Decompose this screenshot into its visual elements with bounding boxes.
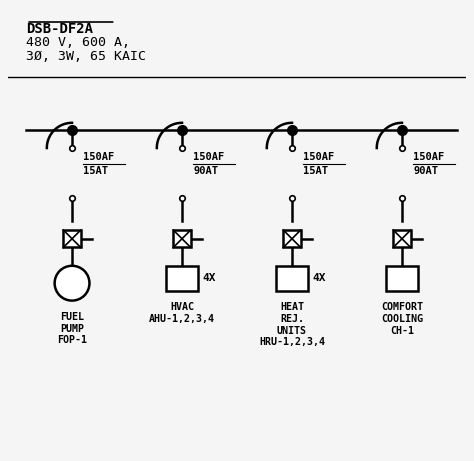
Bar [166, 266, 198, 291]
Bar [173, 230, 191, 248]
Bar [386, 266, 418, 291]
Text: 4X: 4X [313, 273, 326, 284]
Text: 150AF: 150AF [193, 152, 225, 162]
Text: DSB-DF2A: DSB-DF2A [26, 22, 93, 36]
Text: COMFORT
COOLING
CH-1: COMFORT COOLING CH-1 [381, 302, 423, 336]
Text: 2: 2 [68, 277, 76, 290]
Circle shape [55, 266, 90, 301]
Text: 90AT: 90AT [193, 166, 219, 177]
Text: HEAT
REJ.
UNITS
HRU-1,2,3,4: HEAT REJ. UNITS HRU-1,2,3,4 [259, 302, 325, 347]
Text: 15AT: 15AT [303, 166, 328, 177]
Text: 150AF: 150AF [413, 152, 445, 162]
Text: 90AT: 90AT [413, 166, 438, 177]
Text: 150AF: 150AF [303, 152, 335, 162]
Text: 4X: 4X [202, 273, 216, 284]
Text: 480 V, 600 A,: 480 V, 600 A, [26, 36, 130, 49]
Bar [64, 230, 81, 248]
Bar [283, 230, 301, 248]
Text: 3Ø, 3W, 65 KAIC: 3Ø, 3W, 65 KAIC [26, 49, 146, 63]
Bar [393, 230, 410, 248]
Text: 15AT: 15AT [83, 166, 109, 177]
Text: HVAC
AHU-1,2,3,4: HVAC AHU-1,2,3,4 [149, 302, 215, 324]
Text: FUEL
PUMP
FOP-1: FUEL PUMP FOP-1 [57, 312, 87, 345]
Text: 150AF: 150AF [83, 152, 115, 162]
Bar [276, 266, 308, 291]
